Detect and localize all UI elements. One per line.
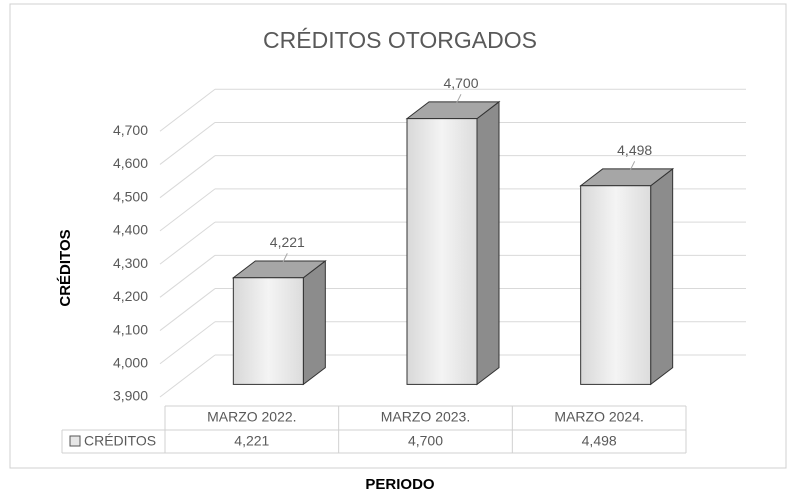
y-tick-label: 4,500 <box>113 188 148 204</box>
chart-title: CRÉDITOS OTORGADOS <box>263 27 537 53</box>
y-tick-label: 4,300 <box>113 255 148 271</box>
data-label: 4,700 <box>443 75 478 91</box>
grid-line <box>159 288 216 331</box>
y-tick-label: 4,000 <box>113 354 148 370</box>
grid-line <box>159 221 216 265</box>
y-axis-label: CRÉDITOS <box>57 229 74 306</box>
legend-key <box>69 435 81 447</box>
bar <box>406 118 478 385</box>
bar-side <box>476 100 500 386</box>
x-tick-label: MARZO 2023. <box>381 409 470 425</box>
y-tick-label: 4,400 <box>113 222 148 238</box>
grid-line <box>159 254 216 298</box>
grid-line <box>159 321 216 365</box>
grid-line <box>159 354 216 398</box>
grid-line <box>159 122 216 165</box>
label-leader <box>626 161 636 178</box>
label-leader <box>452 93 462 111</box>
label-leader <box>278 253 288 270</box>
table-value: 4,700 <box>408 433 443 449</box>
bar-side <box>650 167 674 386</box>
data-label: 4,498 <box>617 142 652 158</box>
grid-line <box>159 188 216 232</box>
y-tick-label: 4,700 <box>113 122 148 138</box>
data-label: 4,221 <box>270 234 305 250</box>
y-tick-label: 3,900 <box>113 388 148 404</box>
bar <box>580 185 652 385</box>
table-value: 4,498 <box>582 433 617 449</box>
x-axis-label: PERIODO <box>365 476 435 493</box>
grid-line <box>159 155 216 199</box>
y-tick-label: 4,100 <box>113 321 148 337</box>
bar-side <box>302 259 326 386</box>
x-tick-label: MARZO 2024. <box>554 409 643 425</box>
table-value: 4,221 <box>234 433 269 449</box>
legend-label: CRÉDITOS <box>84 433 156 449</box>
bar <box>232 277 304 385</box>
grid-line <box>159 88 216 132</box>
y-tick-label: 4,200 <box>113 288 148 304</box>
y-tick-label: 4,600 <box>113 155 148 171</box>
x-tick-label: MARZO 2022. <box>207 409 296 425</box>
